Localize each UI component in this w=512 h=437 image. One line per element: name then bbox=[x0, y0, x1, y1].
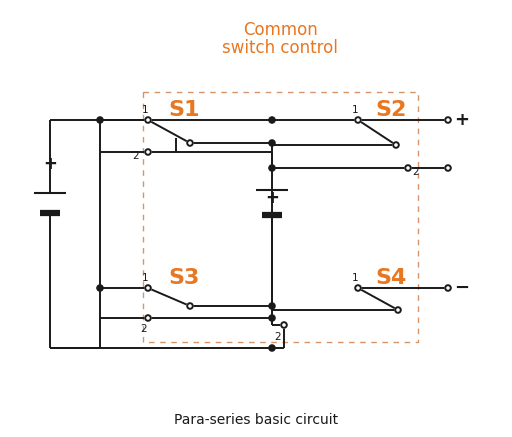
Circle shape bbox=[269, 140, 275, 146]
Circle shape bbox=[355, 117, 361, 123]
Text: +: + bbox=[455, 111, 470, 129]
Text: 2: 2 bbox=[413, 167, 419, 177]
Circle shape bbox=[187, 303, 193, 309]
Circle shape bbox=[355, 285, 361, 291]
Circle shape bbox=[281, 322, 287, 328]
Text: S1: S1 bbox=[168, 100, 200, 120]
Circle shape bbox=[145, 315, 151, 321]
Text: Para-series basic circuit: Para-series basic circuit bbox=[174, 413, 338, 427]
Text: 1: 1 bbox=[142, 105, 148, 115]
Circle shape bbox=[145, 149, 151, 155]
Circle shape bbox=[269, 345, 275, 351]
Circle shape bbox=[445, 117, 451, 123]
Circle shape bbox=[187, 140, 193, 146]
Text: S2: S2 bbox=[375, 100, 407, 120]
Text: +: + bbox=[265, 189, 279, 207]
Text: 2: 2 bbox=[133, 151, 139, 161]
Circle shape bbox=[145, 117, 151, 123]
Circle shape bbox=[97, 117, 103, 123]
Circle shape bbox=[269, 165, 275, 171]
Text: 1: 1 bbox=[352, 105, 358, 115]
Circle shape bbox=[393, 142, 399, 148]
Text: 2: 2 bbox=[274, 332, 281, 342]
Text: +: + bbox=[43, 155, 57, 173]
Circle shape bbox=[445, 285, 451, 291]
Circle shape bbox=[145, 285, 151, 291]
Text: S4: S4 bbox=[375, 268, 407, 288]
Circle shape bbox=[269, 303, 275, 309]
Circle shape bbox=[97, 285, 103, 291]
Circle shape bbox=[269, 315, 275, 321]
Text: 2: 2 bbox=[141, 324, 147, 334]
Text: −: − bbox=[455, 279, 470, 297]
Circle shape bbox=[395, 307, 401, 313]
Text: 1: 1 bbox=[142, 273, 148, 283]
Text: 1: 1 bbox=[352, 273, 358, 283]
Circle shape bbox=[405, 165, 411, 171]
Text: switch control: switch control bbox=[222, 39, 338, 57]
Circle shape bbox=[445, 165, 451, 171]
Text: Common: Common bbox=[243, 21, 317, 39]
Text: S3: S3 bbox=[168, 268, 199, 288]
Circle shape bbox=[269, 117, 275, 123]
